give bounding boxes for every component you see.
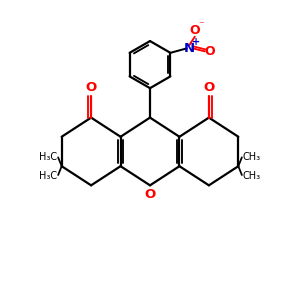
Text: O: O [85,81,97,94]
Text: O: O [203,81,214,94]
Text: ⁻: ⁻ [198,21,204,31]
Text: CH₃: CH₃ [243,152,261,162]
Text: O: O [205,45,215,58]
Text: O: O [144,188,156,201]
Text: +: + [192,37,200,47]
Text: O: O [190,24,200,37]
Text: CH₃: CH₃ [243,171,261,181]
Text: H₃C: H₃C [39,152,57,162]
Text: N: N [184,42,195,55]
Text: H₃C: H₃C [39,171,57,181]
